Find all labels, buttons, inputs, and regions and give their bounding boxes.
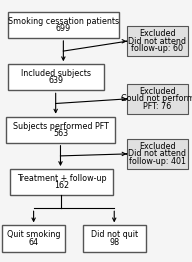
Text: follow-up: 60: follow-up: 60 — [132, 44, 183, 53]
Text: Could not perform: Could not perform — [121, 94, 192, 103]
FancyBboxPatch shape — [127, 139, 188, 169]
FancyBboxPatch shape — [127, 26, 188, 56]
FancyBboxPatch shape — [127, 84, 188, 114]
Text: follow-up: 401: follow-up: 401 — [129, 157, 186, 166]
Text: PFT: 76: PFT: 76 — [143, 102, 172, 111]
FancyBboxPatch shape — [6, 117, 115, 143]
Text: Excluded: Excluded — [139, 87, 176, 96]
Text: Excluded: Excluded — [139, 142, 176, 151]
FancyBboxPatch shape — [10, 169, 113, 195]
Text: 64: 64 — [29, 238, 39, 247]
Text: 639: 639 — [48, 77, 63, 85]
Text: 699: 699 — [56, 24, 71, 33]
Text: Did not attend: Did not attend — [128, 149, 186, 159]
FancyBboxPatch shape — [83, 225, 146, 252]
Text: Included subjects: Included subjects — [21, 69, 91, 78]
Text: 98: 98 — [109, 238, 119, 247]
Text: Did not attend: Did not attend — [128, 37, 186, 46]
Text: 162: 162 — [54, 181, 69, 190]
Text: Smoking cessation patients: Smoking cessation patients — [8, 17, 119, 26]
Text: 563: 563 — [53, 129, 68, 138]
Text: Did not quit: Did not quit — [91, 230, 138, 239]
Text: Quit smoking: Quit smoking — [7, 230, 60, 239]
FancyBboxPatch shape — [8, 12, 119, 38]
FancyBboxPatch shape — [2, 225, 65, 252]
Text: Treatment + follow-up: Treatment + follow-up — [17, 174, 106, 183]
FancyBboxPatch shape — [8, 64, 104, 90]
Text: Subjects performed PFT: Subjects performed PFT — [12, 122, 108, 130]
Text: Excluded: Excluded — [139, 29, 176, 39]
